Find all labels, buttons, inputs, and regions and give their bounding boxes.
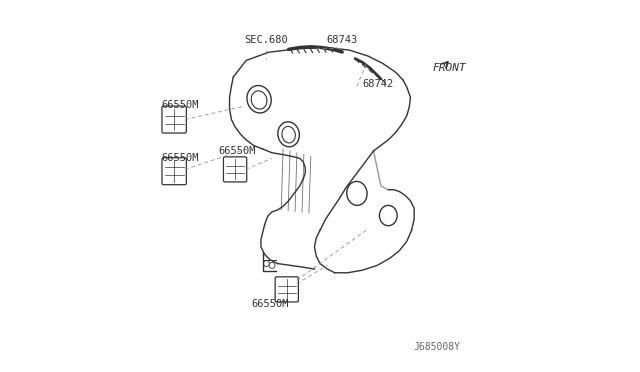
Text: 66550M: 66550M bbox=[252, 299, 289, 309]
Text: 66550M: 66550M bbox=[161, 153, 199, 163]
Text: 68743: 68743 bbox=[326, 35, 358, 45]
Text: 66550M: 66550M bbox=[218, 146, 256, 156]
Text: 66550M: 66550M bbox=[161, 100, 199, 110]
Text: FRONT: FRONT bbox=[433, 63, 467, 73]
Text: 68742: 68742 bbox=[362, 80, 394, 89]
Text: SEC.680: SEC.680 bbox=[244, 35, 289, 45]
Text: J685008Y: J685008Y bbox=[413, 342, 460, 352]
